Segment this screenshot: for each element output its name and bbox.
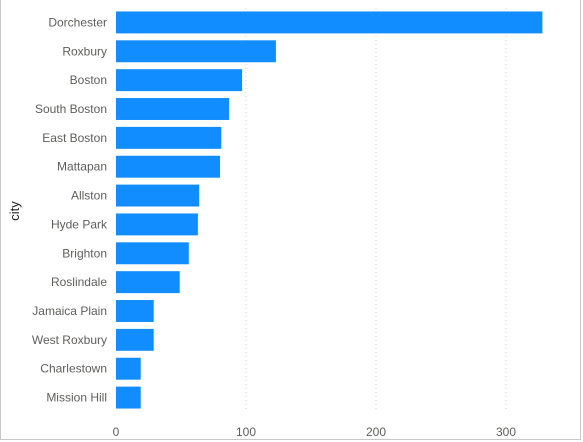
bar[interactable] xyxy=(116,328,154,351)
category-label: East Boston xyxy=(42,131,107,145)
category-label: Roslindale xyxy=(51,275,107,289)
bar[interactable] xyxy=(116,300,154,322)
bar[interactable] xyxy=(116,126,222,149)
x-tick-label: 100 xyxy=(236,425,256,439)
y-axis-title: city xyxy=(7,201,22,221)
bar[interactable] xyxy=(116,213,198,236)
x-tick-labels: 0 100 200 300 xyxy=(113,425,517,439)
bar[interactable] xyxy=(116,271,180,294)
category-labels: Dorchester Roxbury Boston South Boston East … xyxy=(32,15,108,404)
category-label: Dorchester xyxy=(48,15,107,29)
bar[interactable] xyxy=(116,11,543,34)
category-label: Brighton xyxy=(62,246,107,260)
category-label: Mission Hill xyxy=(46,391,107,405)
bar[interactable] xyxy=(116,40,276,63)
category-label: South Boston xyxy=(35,102,107,116)
bar[interactable] xyxy=(116,242,189,265)
category-label: Jamaica Plain xyxy=(32,304,107,318)
x-tick-label: 200 xyxy=(366,425,386,439)
category-label: Allston xyxy=(71,189,107,203)
bar[interactable] xyxy=(116,184,200,207)
gridlines xyxy=(245,8,507,412)
category-label: Charlestown xyxy=(40,362,107,376)
bar[interactable] xyxy=(116,69,243,92)
bar[interactable] xyxy=(116,98,230,120)
bar[interactable] xyxy=(116,357,141,380)
category-label: West Roxbury xyxy=(32,333,107,347)
category-label: Boston xyxy=(70,73,107,87)
category-label: Roxbury xyxy=(62,44,107,58)
x-tick-label: 300 xyxy=(496,425,516,439)
category-label: Hyde Park xyxy=(51,217,108,231)
x-tick-label: 0 xyxy=(113,425,120,439)
bars xyxy=(116,11,543,409)
bar[interactable] xyxy=(116,386,141,409)
category-label: Mattapan xyxy=(57,160,107,174)
bar[interactable] xyxy=(116,155,220,178)
